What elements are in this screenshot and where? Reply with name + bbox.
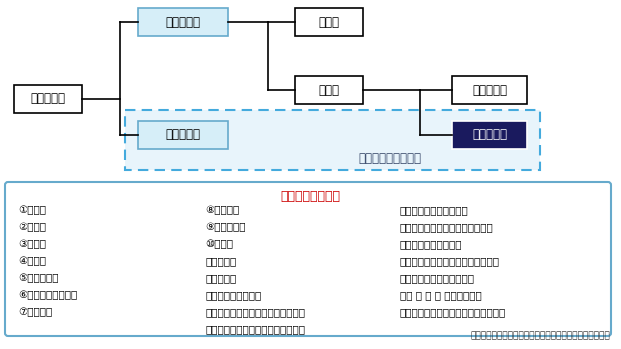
Text: 産業廃棄物: 産業廃棄物 [166,128,201,141]
Text: ⑰動物性固形不要物：: ⑰動物性固形不要物： [400,239,463,249]
Text: ⑬紙くず：製紙業、印刷物加工業等: ⑬紙くず：製紙業、印刷物加工業等 [205,307,305,317]
Text: ⑳産業廃棄物の処理により生じたもの: ⑳産業廃棄物の処理により生じたもの [400,307,506,317]
Text: 産業廃棄物の種類: 産業廃棄物の種類 [281,191,340,203]
Text: ⑮繊維くず：繊維工業等: ⑮繊維くず：繊維工業等 [400,205,469,215]
Bar [452,76,527,104]
Text: ⑦ゴムくず: ⑦ゴムくず [18,307,52,317]
Text: ⑥廃プラスチック類: ⑥廃プラスチック類 [18,290,77,300]
Text: 事業系ごみ: 事業系ごみ [472,128,507,141]
Bar [138,121,228,149]
Text: ⑭木くず：建設業、木製品製造業等: ⑭木くず：建設業、木製品製造業等 [205,324,305,334]
Text: 一般廃棄物: 一般廃棄物 [166,15,201,29]
Bar [295,8,363,36]
Text: ⑱家畜のふん尿：畜産農業: ⑱家畜のふん尿：畜産農業 [400,273,475,283]
Text: ⑫ばいじん: ⑫ばいじん [205,273,236,283]
FancyBboxPatch shape [5,182,611,336]
Text: 廃棄物の処理及び清掃に関する法律（廃棄物処理法）より: 廃棄物の処理及び清掃に関する法律（廃棄物処理法）より [470,331,610,340]
Text: 廃　棄　物: 廃 棄 物 [30,92,65,105]
Text: ③廃　油: ③廃 油 [18,239,46,249]
Bar [125,110,540,170]
Text: ⑪がれき類: ⑪がれき類 [205,256,236,266]
Bar [295,76,363,104]
Bar [452,121,527,149]
Text: ⑤廃アルカリ: ⑤廃アルカリ [18,273,58,283]
Text: ⑲家 畜 の 死 体：畜産農業: ⑲家 畜 の 死 体：畜産農業 [400,290,482,300]
Bar [138,8,228,36]
Text: とさつ又は解体した固形状不要物: とさつ又は解体した固形状不要物 [400,256,500,266]
Text: 事業所から出るごみ: 事業所から出るごみ [358,151,422,164]
Text: し　尿: し 尿 [319,15,340,29]
Text: ⑧金属くず: ⑧金属くず [205,205,239,215]
Text: ①燃え殻: ①燃え殻 [18,205,46,215]
Text: ⑩鉱さい: ⑩鉱さい [205,239,233,249]
Text: ④廃　酸: ④廃 酸 [18,256,46,266]
Text: ⑨ガラスくず: ⑨ガラスくず [205,222,245,232]
Bar [14,85,82,113]
Text: ご　み: ご み [319,83,340,97]
Text: ②汚　泥: ②汚 泥 [18,222,46,232]
Text: 家庭系ごみ: 家庭系ごみ [472,83,507,97]
Text: ⑯動植物性残さ：食料品製造業等: ⑯動植物性残さ：食料品製造業等 [400,222,494,232]
Text: 特定事業に伴うもの: 特定事業に伴うもの [205,290,261,300]
